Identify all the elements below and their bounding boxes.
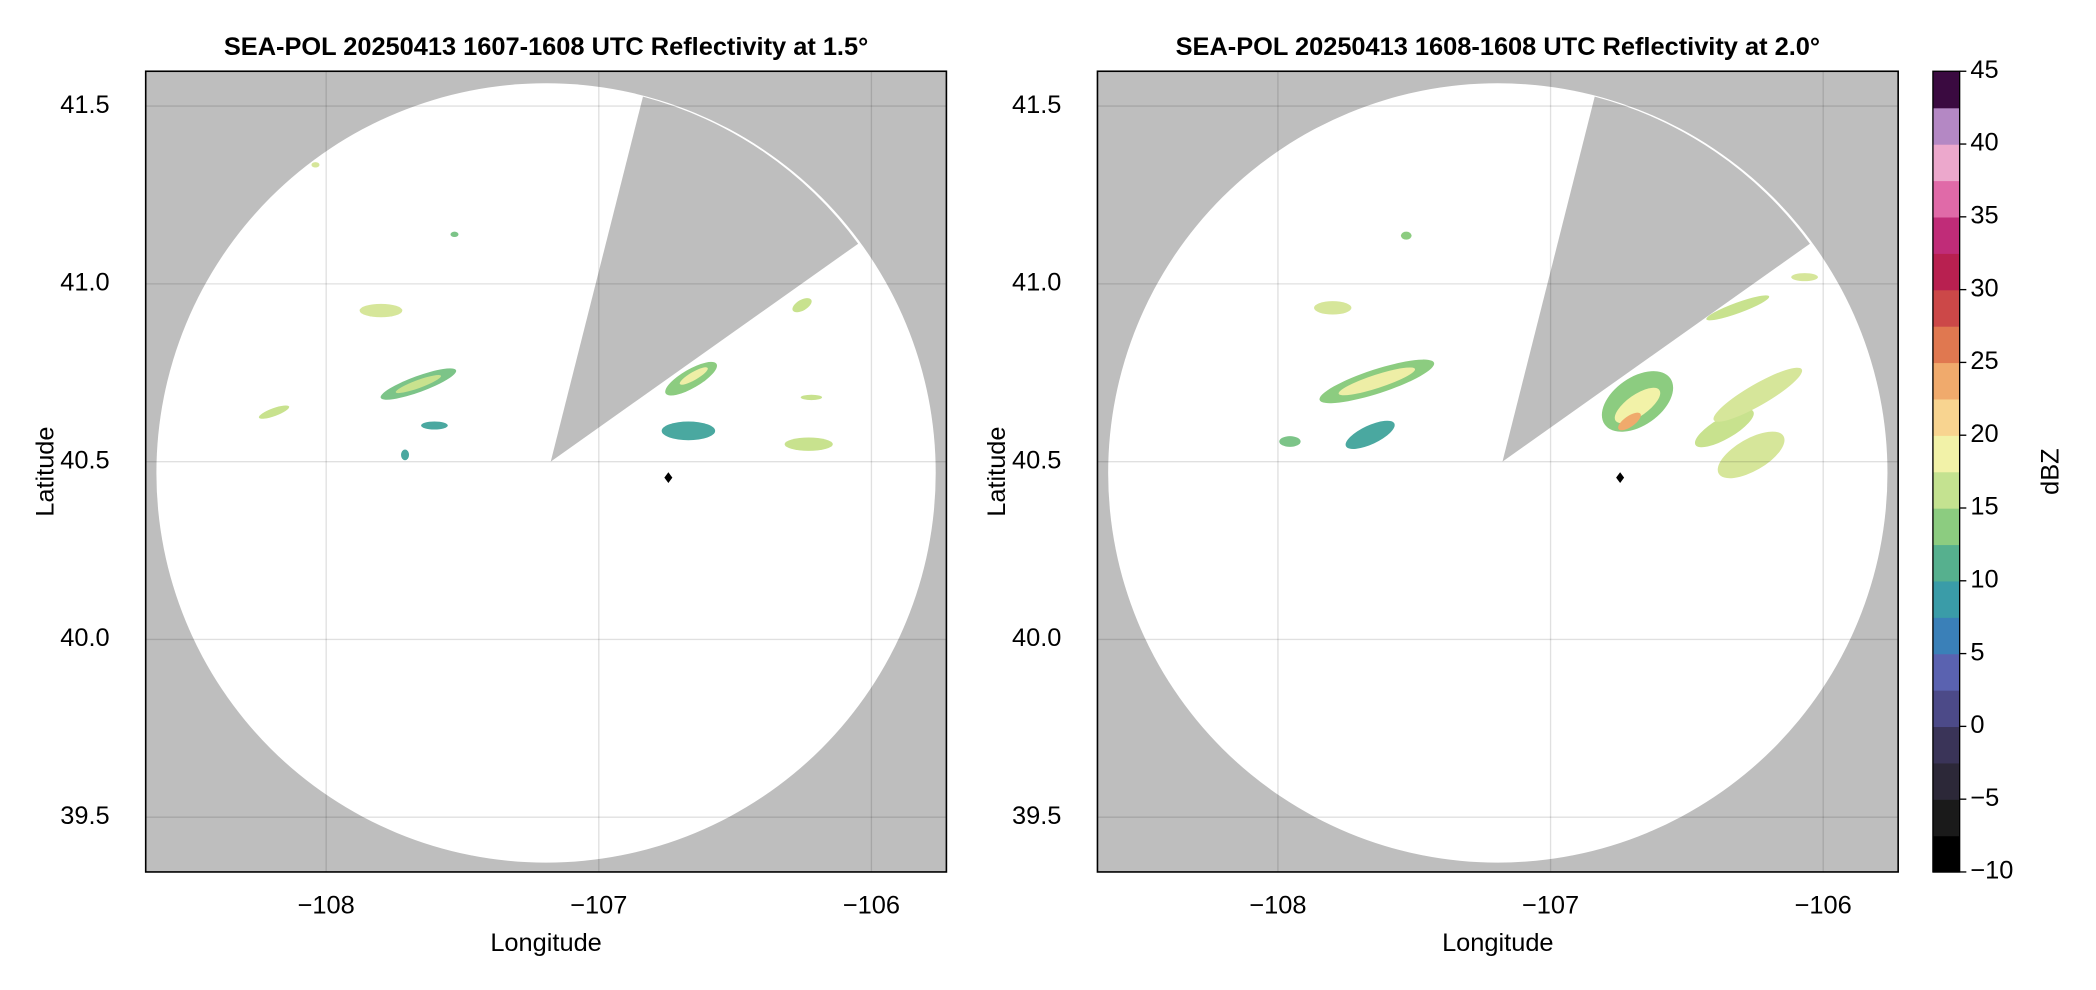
colorbar-band [1932,289,1960,327]
radar-site [664,472,673,483]
colorbar-tick-label: 0 [1970,711,1984,739]
x-axis-label: Longitude [1442,929,1553,957]
colorbar-tick-label: 40 [1970,129,1998,157]
y-tick-label: 41.5 [60,91,109,119]
chart-title: SEA-POL 20250413 1608-1608 UTC Reflectiv… [1176,33,1820,61]
colorbar-tick-label: 10 [1970,565,1998,593]
colorbar-band [1932,471,1960,509]
colorbar-band [1932,71,1960,109]
colorbar-band [1932,580,1960,618]
x-axis-label: Longitude [490,929,601,957]
plot-frame [1096,70,1899,873]
y-tick-label: 40.5 [1012,446,1061,474]
x-tick-label: −106 [1795,891,1852,919]
colorbar-band [1932,835,1960,873]
colorbar-band [1932,799,1960,837]
colorbar-tick-label: 25 [1970,347,1998,375]
y-tick-label: 40.0 [1012,624,1061,652]
x-tick-label: −107 [570,891,627,919]
echoes [1279,231,1818,479]
plot-frame [144,70,948,873]
colorbar-label: dBZ [2037,448,2065,495]
colorbar-band [1932,508,1960,546]
colorbar-band [1932,726,1960,764]
y-tick-label: 41.0 [1012,269,1061,297]
radar-site [1616,472,1625,483]
colorbar-band [1932,326,1960,364]
colorbar-tick-label: −10 [1970,857,2013,885]
colorbar-tick-label: −5 [1970,784,1999,812]
y-axis-label: Latitude [983,426,1011,516]
map-panel: −108 −107 −106 39.5 40.0 40.5 41.0 41.5 SEA-POL … [983,33,1899,957]
colorbar-band [1932,435,1960,473]
colorbar-tick-label: 5 [1970,638,1984,666]
y-tick-label: 40.5 [60,446,109,474]
colorbar-frame [1932,70,1961,873]
colorbar-band [1932,362,1960,400]
x-tick-label: −106 [843,891,900,919]
colorbar-band [1932,398,1960,436]
colorbar-band [1932,180,1960,218]
y-tick-label: 39.5 [60,802,109,830]
x-tick-label: −108 [1249,891,1306,919]
colorbar-band [1932,762,1960,800]
colorbar-band [1932,216,1960,254]
y-tick-label: 41.0 [60,269,109,297]
chart-title: SEA-POL 20250413 1607-1608 UTC Reflectiv… [224,33,868,61]
colorbar-band [1932,653,1960,691]
colorbar-band [1932,144,1960,182]
colorbar-band [1932,253,1960,291]
y-axis-label: Latitude [31,426,59,516]
colorbar-band [1932,617,1960,655]
y-tick-label: 39.5 [1012,802,1061,830]
colorbar-band [1932,689,1960,728]
colorbar-tick-label: 35 [1970,202,1998,230]
colorbar-band [1932,107,1960,145]
colorbar-tick-label: 45 [1970,56,1998,84]
y-tick-label: 41.5 [1012,91,1061,119]
y-tick-label: 40.0 [60,624,109,652]
colorbar-tick-label: 20 [1970,420,1998,448]
colorbar-band [1932,544,1960,582]
echoes [258,162,833,461]
colorbar: −10 −5 0 5 10 15 20 25 30 35 40 45 dBZ [1932,56,2065,885]
colorbar-tick-label: 30 [1970,274,1998,302]
colorbar-tick-label: 15 [1970,493,1998,521]
x-tick-label: −107 [1522,891,1579,919]
map-panel: −108 −107 −106 39.5 40.0 40.5 41.0 41.5 SEA-POL … [31,33,948,957]
x-tick-label: −108 [298,891,355,919]
